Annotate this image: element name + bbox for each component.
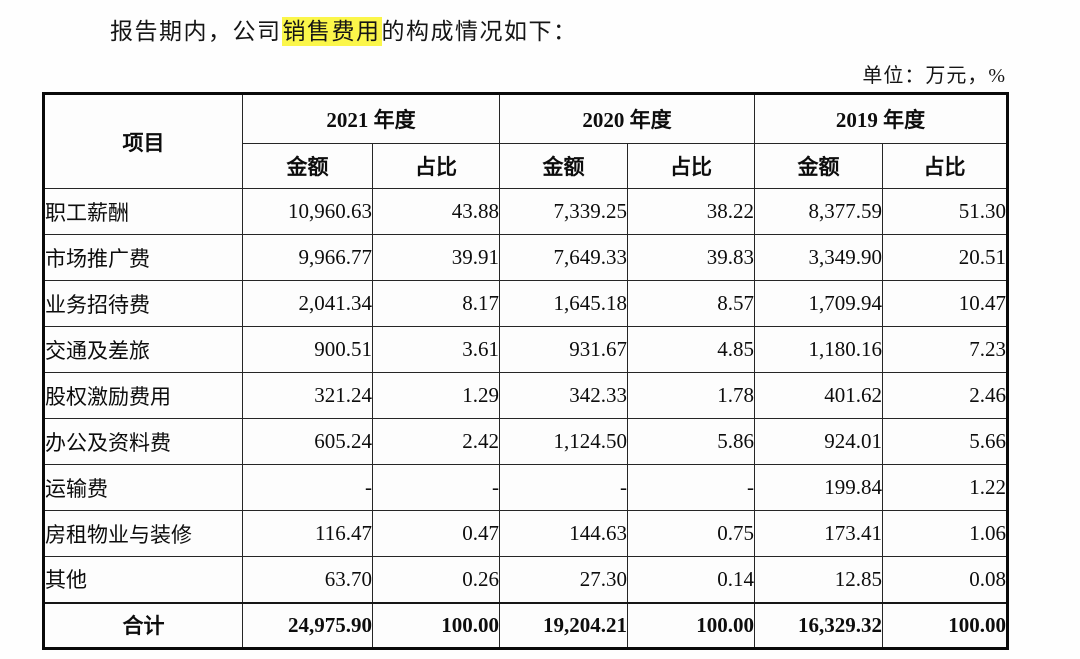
cell-ratio: 3.61	[372, 326, 500, 373]
cell-ratio: -	[372, 464, 500, 511]
sales-expense-table: 项目 2021 年度 2020 年度 2019 年度 金额 占比 金额 占比 金…	[42, 92, 1009, 650]
cell-ratio: -	[627, 464, 755, 511]
cell-amount: 3,349.90	[754, 234, 883, 281]
cell-amount: 1,124.50	[499, 418, 628, 465]
row-item-label: 运输费	[43, 464, 243, 511]
cell-amount: 116.47	[242, 510, 373, 557]
cell-amount: 1,709.94	[754, 280, 883, 327]
cell-ratio: 5.66	[882, 418, 1008, 465]
row-item-label: 交通及差旅	[43, 326, 243, 373]
cell-amount: 1,645.18	[499, 280, 628, 327]
cell-ratio: 39.91	[372, 234, 500, 281]
cell-amount: 199.84	[754, 464, 883, 511]
cell-amount: 401.62	[754, 372, 883, 419]
highlighted-term: 销售费用	[281, 17, 382, 46]
header-year-2021: 2021 年度	[242, 93, 500, 144]
row-item-label: 业务招待费	[43, 280, 243, 327]
cell-ratio: 1.06	[882, 510, 1008, 557]
cell-amount: 9,966.77	[242, 234, 373, 281]
cell-amount: 8,377.59	[754, 188, 883, 235]
cell-amount: 900.51	[242, 326, 373, 373]
cell-ratio: 8.57	[627, 280, 755, 327]
row-item-label: 职工薪酬	[43, 188, 243, 235]
cell-amount: 342.33	[499, 372, 628, 419]
cell-ratio: 0.14	[627, 556, 755, 603]
cell-ratio: 0.08	[882, 556, 1008, 603]
cell-amount: 12.85	[754, 556, 883, 603]
header-ratio-2019: 占比	[882, 143, 1008, 189]
header-amount-2019: 金额	[754, 143, 883, 189]
intro-paragraph: 报告期内，公司销售费用的构成情况如下：	[110, 12, 578, 46]
header-ratio-2020: 占比	[627, 143, 755, 189]
row-item-label: 市场推广费	[43, 234, 243, 281]
cell-ratio: 0.47	[372, 510, 500, 557]
header-year-2019: 2019 年度	[754, 93, 1008, 144]
cell-amount: 1,180.16	[754, 326, 883, 373]
cell-ratio: 0.26	[372, 556, 500, 603]
header-amount-2021: 金额	[242, 143, 373, 189]
table-row: 股权激励费用 321.24 1.29 342.33 1.78 401.62 2.…	[43, 372, 1008, 419]
cell-amount: 27.30	[499, 556, 628, 603]
cell-ratio: 39.83	[627, 234, 755, 281]
cell-amount: 24,975.90	[242, 601, 373, 649]
cell-ratio: 38.22	[627, 188, 755, 235]
cell-ratio: 8.17	[372, 280, 500, 327]
cell-amount: -	[242, 464, 373, 511]
cell-ratio: 100.00	[882, 601, 1008, 649]
cell-amount: -	[499, 464, 628, 511]
row-item-label: 房租物业与装修	[43, 510, 243, 557]
cell-amount: 173.41	[754, 510, 883, 557]
cell-ratio: 20.51	[882, 234, 1008, 281]
cell-amount: 924.01	[754, 418, 883, 465]
header-year-2020: 2020 年度	[499, 93, 755, 144]
cell-ratio: 5.86	[627, 418, 755, 465]
cell-amount: 931.67	[499, 326, 628, 373]
row-item-label: 办公及资料费	[43, 418, 243, 465]
table-row: 业务招待费 2,041.34 8.17 1,645.18 8.57 1,709.…	[43, 280, 1008, 327]
intro-suffix: 的构成情况如下：	[381, 19, 578, 44]
cell-ratio: 0.75	[627, 510, 755, 557]
table-row: 房租物业与装修 116.47 0.47 144.63 0.75 173.41 1…	[43, 510, 1008, 557]
cell-ratio: 100.00	[372, 601, 500, 649]
table-row: 市场推广费 9,966.77 39.91 7,649.33 39.83 3,34…	[43, 234, 1008, 281]
total-label: 合计	[43, 601, 243, 649]
table-row: 办公及资料费 605.24 2.42 1,124.50 5.86 924.01 …	[43, 418, 1008, 465]
cell-ratio: 2.42	[372, 418, 500, 465]
cell-amount: 19,204.21	[499, 601, 628, 649]
cell-ratio: 2.46	[882, 372, 1008, 419]
cell-ratio: 1.29	[372, 372, 500, 419]
table-row: 职工薪酬 10,960.63 43.88 7,339.25 38.22 8,37…	[43, 188, 1008, 235]
table-row: 其他 63.70 0.26 27.30 0.14 12.85 0.08	[43, 556, 1008, 603]
cell-ratio: 43.88	[372, 188, 500, 235]
cell-amount: 2,041.34	[242, 280, 373, 327]
cell-amount: 63.70	[242, 556, 373, 603]
table-row: 交通及差旅 900.51 3.61 931.67 4.85 1,180.16 7…	[43, 326, 1008, 373]
cell-ratio: 1.78	[627, 372, 755, 419]
cell-amount: 321.24	[242, 372, 373, 419]
cell-amount: 7,339.25	[499, 188, 628, 235]
table-total-row: 合计 24,975.90 100.00 19,204.21 100.00 16,…	[43, 601, 1008, 649]
cell-ratio: 10.47	[882, 280, 1008, 327]
header-item: 项目	[43, 93, 243, 189]
unit-label: 单位：万元，%	[862, 65, 1006, 87]
cell-ratio: 1.22	[882, 464, 1008, 511]
cell-amount: 7,649.33	[499, 234, 628, 281]
cell-amount: 10,960.63	[242, 188, 373, 235]
cell-amount: 16,329.32	[754, 601, 883, 649]
row-item-label: 股权激励费用	[43, 372, 243, 419]
cell-ratio: 4.85	[627, 326, 755, 373]
cell-amount: 144.63	[499, 510, 628, 557]
header-amount-2020: 金额	[499, 143, 628, 189]
cell-ratio: 7.23	[882, 326, 1008, 373]
cell-ratio: 100.00	[627, 601, 755, 649]
cell-amount: 605.24	[242, 418, 373, 465]
row-item-label: 其他	[43, 556, 243, 603]
intro-prefix: 报告期内，公司	[110, 19, 282, 44]
cell-ratio: 51.30	[882, 188, 1008, 235]
table-row: 运输费 - - - - 199.84 1.22	[43, 464, 1008, 511]
header-ratio-2021: 占比	[372, 143, 500, 189]
